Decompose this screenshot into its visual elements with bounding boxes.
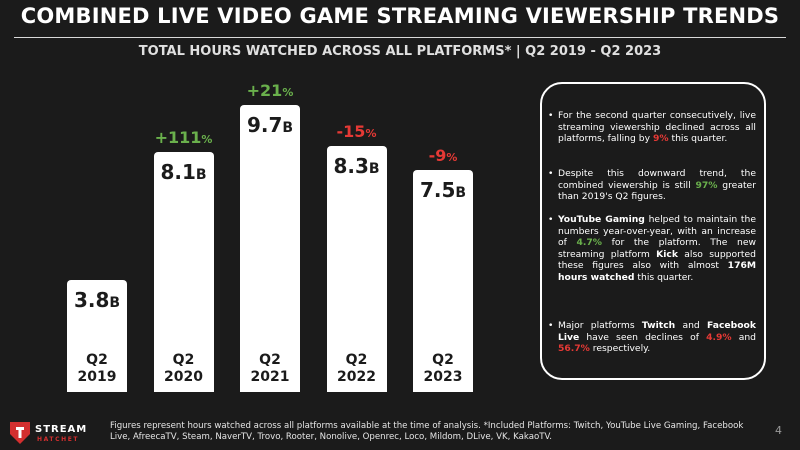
bar bbox=[413, 170, 473, 392]
page-number: 4 bbox=[775, 424, 782, 437]
notes-panel: For the second quarter consecutively, li… bbox=[540, 82, 766, 380]
footnote: Figures represent hours watched across a… bbox=[110, 421, 744, 442]
note-text: and bbox=[731, 331, 756, 343]
change-label: +111% bbox=[154, 128, 213, 148]
note-text: helped to maintain the numbers year-over… bbox=[558, 214, 756, 249]
bar-value-label: 9.7B bbox=[246, 113, 294, 137]
note-text: Despite this downward trend, the combine… bbox=[558, 168, 756, 191]
bar-value-label: 3.8B bbox=[73, 287, 121, 312]
category-label: Q2 2019 bbox=[77, 352, 117, 385]
note-text: this quarter. bbox=[668, 133, 728, 145]
bar-value-label: 8.3B bbox=[333, 154, 380, 179]
note-item: Despite this downward trend, the combine… bbox=[548, 168, 756, 203]
note-text: also supported these figures also with a… bbox=[558, 248, 756, 272]
note-text: For the second quarter consecutively, li… bbox=[558, 110, 756, 145]
note-highlight: 176M hours watched bbox=[558, 260, 756, 283]
note-item: For the second quarter consecutively, li… bbox=[548, 110, 756, 145]
note-highlight: Kick bbox=[656, 248, 678, 260]
note-item: YouTube Gaming helped to maintain the nu… bbox=[548, 214, 756, 284]
bar bbox=[67, 279, 127, 392]
note-text: and bbox=[675, 320, 708, 331]
note-text: Major platforms bbox=[558, 320, 642, 331]
change-label: -9% bbox=[428, 146, 458, 166]
bar-value-label: 8.1B bbox=[160, 160, 207, 185]
logo-wordmark-bottom: HATCHET bbox=[37, 436, 79, 443]
note-item: Major platforms Twitch and Facebook Live… bbox=[548, 320, 756, 355]
note-highlight: Twitch bbox=[641, 320, 676, 331]
note-text: have seen declines of bbox=[579, 331, 707, 343]
note-text: greater than 2019's Q2 figures. bbox=[558, 179, 756, 203]
bar bbox=[153, 152, 214, 392]
note-highlight: 9% bbox=[652, 133, 669, 145]
note-highlight: 4.9% bbox=[706, 331, 732, 343]
page-title: COMBINED LIVE VIDEO GAME STREAMING VIEWE… bbox=[20, 4, 780, 28]
stream-hatchet-logo: STREAM HATCHET bbox=[10, 422, 87, 444]
note-text: this quarter. bbox=[634, 271, 694, 283]
change-label: +21% bbox=[246, 81, 294, 100]
note-highlight: YouTube Gaming bbox=[558, 214, 645, 225]
note-highlight: 97% bbox=[695, 179, 718, 191]
category-label: Q2 2021 bbox=[250, 352, 290, 385]
bar bbox=[326, 146, 387, 392]
bar-value-label: 7.5B bbox=[419, 178, 467, 203]
note-text: for the platform. The new streaming plat… bbox=[558, 237, 756, 260]
bar bbox=[240, 105, 300, 392]
note-text: respectively. bbox=[589, 343, 651, 355]
note-highlight: Facebook Live bbox=[558, 320, 756, 343]
category-label: Q2 2022 bbox=[337, 352, 376, 385]
category-label: Q2 2020 bbox=[164, 352, 203, 385]
title-divider bbox=[14, 37, 786, 38]
logo-wordmark-top: STREAM bbox=[35, 424, 87, 435]
change-label: -15% bbox=[336, 122, 377, 142]
note-highlight: 56.7% bbox=[558, 343, 590, 355]
note-highlight: 4.7% bbox=[576, 237, 602, 249]
category-label: Q2 2023 bbox=[423, 352, 463, 385]
page-subtitle: TOTAL HOURS WATCHED ACROSS ALL PLATFORMS… bbox=[138, 44, 662, 59]
